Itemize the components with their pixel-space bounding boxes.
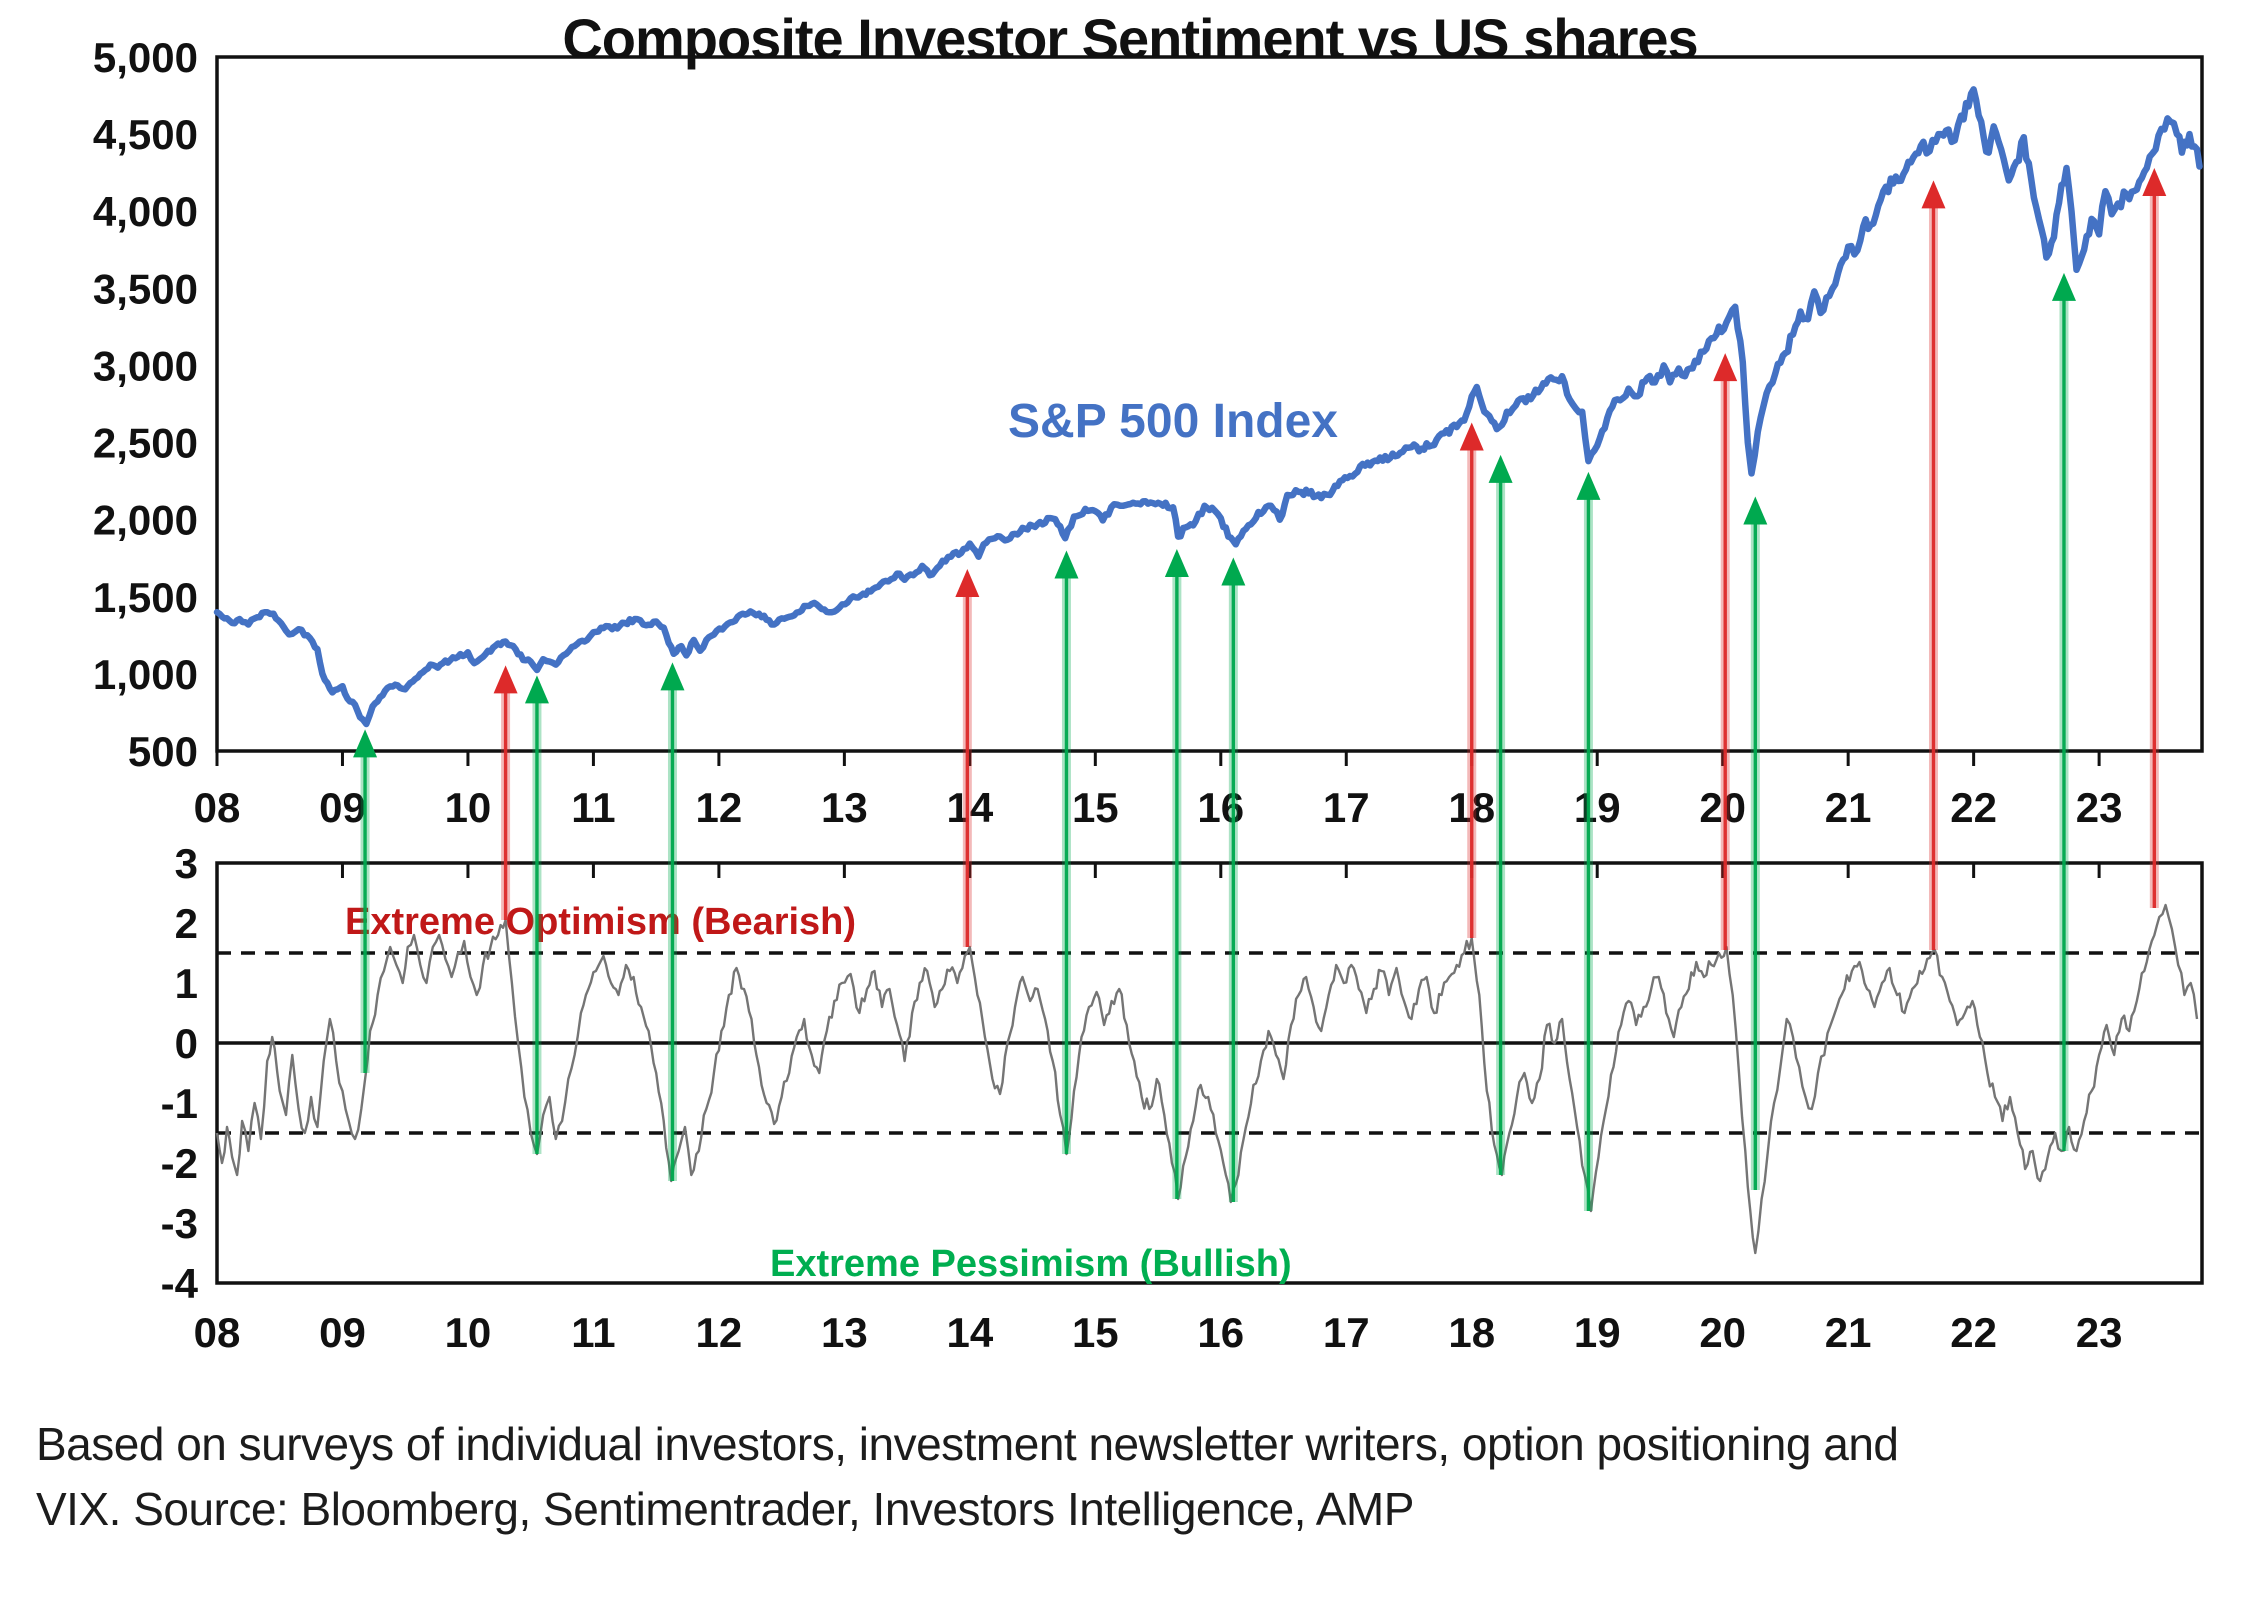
sentiment-y-tick-label: 0 [175, 1020, 198, 1067]
sentiment-x-tick-label: 10 [445, 1309, 492, 1356]
sell-signal-arrow-head [955, 569, 980, 598]
buy-signal-arrow-head [1054, 550, 1079, 579]
sp500-x-tick-label: 21 [1825, 784, 1872, 831]
buy-signal-arrow-head [524, 675, 549, 704]
optimism-label: Extreme Optimism (Bearish) [345, 901, 856, 943]
sp500-y-tick-label: 2,000 [93, 497, 198, 544]
buy-signal-arrow-head [2051, 272, 2076, 301]
buy-signal-arrow-head [660, 662, 685, 691]
sp500-y-tick-label: 3,000 [93, 342, 198, 389]
sp500-x-tick-label: 19 [1574, 784, 1621, 831]
sp500-x-tick-label: 20 [1699, 784, 1746, 831]
sentiment-y-tick-label: -2 [161, 1140, 198, 1187]
buy-signal-arrow-head [353, 729, 378, 758]
sentiment-x-tick-label: 13 [821, 1309, 868, 1356]
sentiment-x-tick-label: 22 [1950, 1309, 1997, 1356]
sentiment-x-tick-label: 19 [1574, 1309, 1621, 1356]
sentiment-x-tick-label: 17 [1323, 1309, 1370, 1356]
sentiment-x-tick-label: 18 [1448, 1309, 1495, 1356]
buy-signal-arrow-head [1576, 471, 1601, 500]
sp500-x-tick-label: 16 [1197, 784, 1244, 831]
sentiment-x-tick-label: 12 [696, 1309, 743, 1356]
charts-svg: 0808090910101111121213131414151516161717… [93, 34, 2204, 1356]
sp500-y-tick-label: 1,500 [93, 574, 198, 621]
sentiment-y-tick-label: 1 [175, 960, 198, 1007]
sp500-x-tick-label: 15 [1072, 784, 1119, 831]
sentiment-x-tick-label: 21 [1825, 1309, 1872, 1356]
sentiment-x-tick-label: 14 [946, 1309, 993, 1356]
buy-signal-arrow-head [1221, 557, 1246, 586]
sp500-series-label: S&P 500 Index [1008, 395, 1338, 448]
sp500-x-tick-label: 08 [194, 784, 241, 831]
sp500-x-tick-label: 23 [2076, 784, 2123, 831]
sentiment-x-tick-label: 16 [1197, 1309, 1244, 1356]
sentiment-y-tick-label: -4 [161, 1260, 199, 1307]
sentiment-panel-frame [215, 861, 2204, 1285]
sp500-series-line [213, 86, 2203, 728]
sentiment-x-tick-label: 15 [1072, 1309, 1119, 1356]
sentiment-x-tick-label: 11 [571, 1309, 615, 1356]
sp500-x-tick-label: 12 [696, 784, 743, 831]
source-note-line1: Based on surveys of individual investors… [36, 1418, 1899, 1470]
sentiment-x-tick-label: 08 [194, 1309, 241, 1356]
sp500-y-tick-label: 2,500 [93, 420, 198, 467]
sentiment-x-tick-label: 09 [319, 1309, 366, 1356]
sp500-y-tick-label: 1,000 [93, 651, 198, 698]
sell-signal-arrow-head [1459, 422, 1484, 451]
sentiment-y-tick-label: 2 [175, 900, 198, 947]
sp500-x-tick-label: 22 [1950, 784, 1997, 831]
sp500-x-tick-label: 14 [946, 784, 993, 831]
sp500-x-tick-label: 17 [1323, 784, 1370, 831]
sentiment-x-tick-label: 23 [2076, 1309, 2123, 1356]
buy-signal-arrow-head [1488, 454, 1513, 483]
sp500-y-tick-label: 500 [128, 728, 198, 775]
sp500-x-tick-label: 13 [821, 784, 868, 831]
pessimism-label: Extreme Pessimism (Bullish) [770, 1243, 1292, 1285]
sp500-y-tick-label: 5,000 [93, 34, 198, 81]
sell-signal-arrow-head [2142, 168, 2167, 197]
sentiment-y-tick-label: 3 [175, 840, 198, 887]
sp500-panel-frame [215, 55, 2204, 753]
sell-signal-arrow-head [1713, 353, 1738, 382]
sp500-y-tick-label: 3,500 [93, 265, 198, 312]
sp500-x-tick-label: 11 [571, 784, 615, 831]
sell-signal-arrow-head [493, 665, 518, 694]
sentiment-x-tick-label: 20 [1699, 1309, 1746, 1356]
chart-title: Composite Investor Sentiment vs US share… [562, 7, 1698, 70]
sp500-y-tick-label: 4,500 [93, 111, 198, 158]
sell-signal-arrow-head [1921, 180, 1946, 209]
source-note: Based on surveys of individual investors… [36, 1412, 2226, 1543]
sp500-x-tick-label: 10 [445, 784, 492, 831]
buy-signal-arrow-head [1743, 496, 1768, 525]
sp500-y-tick-label: 4,000 [93, 188, 198, 235]
buy-signal-arrow-head [1164, 548, 1189, 577]
sentiment-y-tick-label: -1 [161, 1080, 198, 1127]
source-note-line2: VIX. Source: Bloomberg, Sentimentrader, … [36, 1483, 1414, 1536]
sentiment-series-line [215, 903, 2199, 1255]
sentiment-y-tick-label: -3 [161, 1200, 198, 1247]
sp500-x-tick-label: 09 [319, 784, 366, 831]
